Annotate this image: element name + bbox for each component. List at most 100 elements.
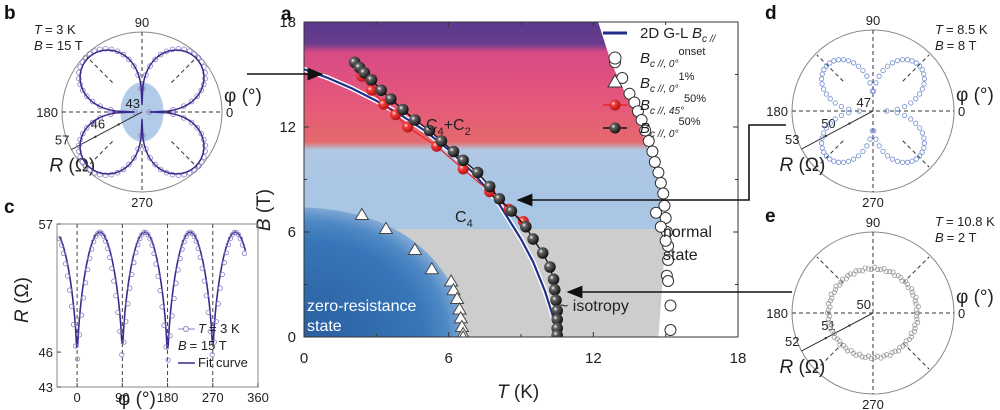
polar-diagonal: [902, 256, 930, 284]
polar-data-point: [833, 283, 839, 289]
polar-data-point: [908, 100, 914, 106]
onset-point: [664, 324, 677, 336]
polar-data-point: [860, 67, 866, 74]
radial-axis: [71, 111, 143, 150]
polar-data-point: [828, 291, 834, 297]
onset-point: [662, 275, 675, 287]
polar-data-point: [836, 338, 843, 344]
polar-data-point: [821, 130, 827, 136]
data-point-c: [60, 250, 67, 256]
region-label-c4c2: C4+C2: [426, 117, 471, 138]
polar-data-point: [914, 313, 920, 319]
legend-c-fit-label: Fit curve: [198, 355, 248, 370]
polar-data-point: [909, 289, 915, 295]
polar-data-point: [76, 148, 82, 155]
polar-data-point: [845, 58, 852, 64]
polar-data-point: [909, 58, 915, 64]
polar-data-point: [131, 63, 137, 69]
panel-e-field: B = 2 T: [935, 230, 976, 245]
angle-label-180: 180: [766, 306, 788, 321]
onset-point: [639, 124, 652, 137]
panel-c-angular: c 0 90 180 270 360 43 46 57 R (Ω) φ (°) T = 3 K …: [4, 197, 269, 410]
polar-data-point: [855, 63, 862, 69]
polar-data-point: [884, 153, 891, 159]
polar-data-point: [832, 286, 839, 293]
y-tick-label-c: 43: [39, 380, 53, 395]
y-tick-label-a: 0: [288, 329, 296, 346]
angle-label-0: 0: [226, 105, 233, 120]
polar-data-point: [900, 159, 906, 165]
region-label-normal: normal: [663, 224, 712, 241]
polar-data-point: [850, 156, 857, 162]
polar-data-point: [895, 348, 902, 354]
polar-data-point: [889, 349, 895, 356]
data-point-c: [241, 250, 248, 256]
phi-axis-label: φ (°): [956, 85, 994, 106]
angle-label-270: 270: [131, 195, 153, 210]
polar-data-point: [821, 149, 827, 155]
data-point-c: [72, 343, 79, 349]
polar-diagonal: [171, 141, 198, 168]
data-point-c: [173, 280, 179, 286]
polar-data-point: [202, 69, 208, 76]
polar-diagonal: [816, 256, 844, 284]
polar-data-point: [913, 156, 919, 162]
panel-e-temperature: T = 10.8 K: [935, 214, 995, 229]
legend-c-field: B = 15 T: [178, 338, 227, 353]
panel-d-field: B = 8 T: [935, 38, 976, 53]
polar-data-point: [864, 143, 870, 149]
series-layer: [304, 56, 677, 337]
polar-data-point: [837, 282, 843, 288]
polar-data-point: [838, 103, 844, 110]
polar-data-point: [904, 159, 911, 165]
polar-data-point: [844, 348, 851, 354]
polar-data-point: [827, 156, 833, 162]
polar-data-point: [919, 149, 925, 155]
data-point-c: [223, 250, 229, 256]
polar-data-point: [859, 268, 866, 274]
black-series-point: [435, 135, 448, 147]
polar-data-point: [102, 45, 109, 52]
data-point-c: [77, 332, 83, 338]
polar-data-point: [876, 73, 882, 79]
x-tick-label-a: 18: [730, 350, 747, 367]
data-point-c: [213, 318, 219, 325]
x-tick-label-c: 270: [202, 390, 224, 405]
polar-data-point: [76, 69, 82, 76]
polar-data-point: [838, 279, 844, 285]
panel-d-temperature: T = 8.5 K: [935, 22, 988, 37]
data-point-c: [191, 233, 197, 239]
data-point-c: [205, 309, 211, 315]
data-point-c: [169, 313, 175, 319]
data-point-c: [66, 287, 73, 293]
polar-data-point: [818, 76, 825, 82]
polar-diagonal: [902, 342, 930, 370]
polar-data-point: [157, 166, 164, 173]
data-point-c: [215, 301, 221, 307]
polar-data-point: [175, 45, 182, 52]
polar-data-point: [825, 307, 832, 313]
x-tick-label-a: 0: [300, 350, 308, 367]
legend-c-temperature: T = 3 K: [198, 321, 240, 336]
polar-data-point: [878, 266, 884, 273]
polar-data-point: [840, 159, 846, 165]
x-tick-label-c: 360: [247, 390, 269, 405]
data-point-c: [58, 242, 65, 248]
data-point-c: [207, 328, 213, 334]
data-point-c: [153, 261, 159, 267]
polar-data-point: [76, 142, 82, 149]
one-percent-point: [443, 274, 459, 287]
polar-data-point: [856, 267, 862, 274]
panel-label-b: b: [4, 3, 16, 24]
polar-data-point: [912, 298, 918, 304]
polar-data-point: [821, 86, 827, 92]
data-point-c: [203, 293, 209, 299]
polar-data-point: [913, 60, 919, 66]
polar-data-point: [868, 355, 875, 361]
radial-tick: [117, 123, 120, 126]
phi-axis-label: φ (°): [224, 86, 262, 107]
polar-data-point: [827, 60, 833, 66]
polar-data-point: [902, 103, 908, 110]
